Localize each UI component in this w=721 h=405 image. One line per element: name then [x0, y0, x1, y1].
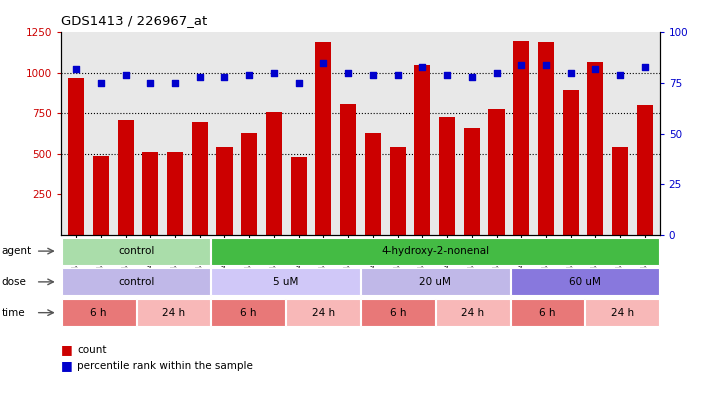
Point — [367, 72, 379, 78]
Bar — [211, 238, 659, 264]
Bar — [464, 128, 479, 235]
Bar — [488, 109, 505, 235]
Point — [639, 64, 650, 70]
Bar — [216, 147, 233, 235]
Point — [318, 60, 329, 66]
Bar — [192, 122, 208, 235]
Point — [392, 72, 403, 78]
Bar — [585, 299, 659, 326]
Point — [293, 80, 304, 86]
Point — [590, 66, 601, 72]
Bar — [389, 147, 406, 235]
Point — [466, 74, 477, 80]
Point — [95, 80, 107, 86]
Bar — [211, 299, 286, 326]
Text: agent: agent — [1, 246, 32, 256]
Text: 6 h: 6 h — [240, 308, 257, 318]
Bar — [266, 112, 282, 235]
Bar — [242, 133, 257, 235]
Text: time: time — [1, 308, 25, 318]
Bar — [538, 42, 554, 235]
Text: 6 h: 6 h — [539, 308, 556, 318]
Point — [71, 66, 82, 72]
Text: percentile rank within the sample: percentile rank within the sample — [77, 361, 253, 371]
Point — [194, 74, 205, 80]
Bar — [62, 238, 211, 264]
Point — [268, 70, 280, 76]
Text: 24 h: 24 h — [461, 308, 485, 318]
Point — [540, 62, 552, 68]
Text: ■: ■ — [61, 359, 73, 372]
Bar — [93, 156, 109, 235]
Text: 24 h: 24 h — [611, 308, 634, 318]
Point — [491, 70, 503, 76]
Text: 6 h: 6 h — [389, 308, 406, 318]
Point — [417, 64, 428, 70]
Point — [441, 72, 453, 78]
Bar — [315, 42, 332, 235]
Bar — [361, 299, 435, 326]
Bar — [510, 299, 585, 326]
Point — [120, 72, 131, 78]
Bar — [340, 104, 356, 235]
Bar — [510, 269, 659, 295]
Text: 5 uM: 5 uM — [273, 277, 298, 287]
Text: 4-hydroxy-2-nonenal: 4-hydroxy-2-nonenal — [381, 246, 490, 256]
Bar — [62, 269, 211, 295]
Point — [244, 72, 255, 78]
Bar — [291, 157, 306, 235]
Point — [565, 70, 577, 76]
Text: 24 h: 24 h — [162, 308, 185, 318]
Text: 6 h: 6 h — [90, 308, 107, 318]
Text: dose: dose — [1, 277, 27, 287]
Bar — [167, 152, 183, 235]
Bar — [365, 133, 381, 235]
Text: 24 h: 24 h — [311, 308, 335, 318]
Bar — [435, 299, 510, 326]
Text: ■: ■ — [61, 343, 73, 356]
Bar — [415, 65, 430, 235]
Bar — [211, 269, 360, 295]
Bar — [286, 299, 360, 326]
Text: count: count — [77, 345, 107, 354]
Text: 60 uM: 60 uM — [569, 277, 601, 287]
Point — [614, 72, 626, 78]
Point — [516, 62, 527, 68]
Text: 20 uM: 20 uM — [420, 277, 451, 287]
Bar — [637, 105, 653, 235]
Text: control: control — [118, 277, 154, 287]
Bar — [439, 117, 455, 235]
Bar — [62, 299, 136, 326]
Bar — [118, 120, 133, 235]
Text: GDS1413 / 226967_at: GDS1413 / 226967_at — [61, 14, 208, 27]
Bar — [142, 152, 159, 235]
Point — [218, 74, 230, 80]
Bar — [68, 78, 84, 235]
Bar — [513, 40, 529, 235]
Bar — [612, 147, 628, 235]
Bar — [361, 269, 510, 295]
Text: control: control — [118, 246, 154, 256]
Bar — [562, 90, 579, 235]
Bar — [136, 299, 211, 326]
Point — [169, 80, 181, 86]
Point — [144, 80, 156, 86]
Bar — [588, 62, 603, 235]
Point — [342, 70, 354, 76]
